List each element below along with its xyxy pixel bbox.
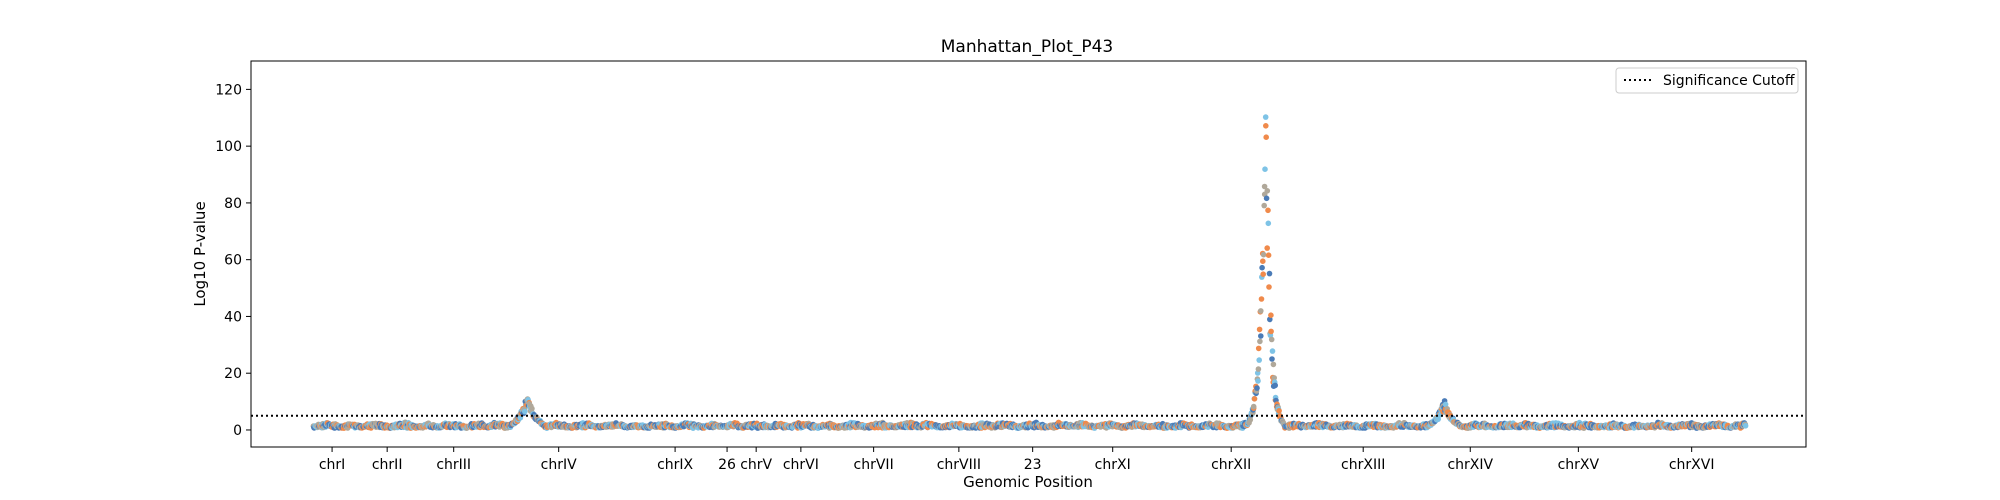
- data-point: [1269, 348, 1276, 354]
- legend-entry-significance-cutoff: Significance Cutoff: [1663, 73, 1795, 89]
- data-point: [1254, 385, 1260, 391]
- data-point: [1255, 345, 1262, 352]
- data-point: [1276, 408, 1282, 414]
- legend: Significance Cutoff: [1615, 67, 1799, 94]
- x-tick-label: 26: [718, 457, 736, 473]
- x-tick-label: chrXIV: [1447, 457, 1493, 473]
- y-tick-label: 60: [224, 253, 242, 269]
- data-point: [1251, 396, 1258, 402]
- x-tick-label: chrVI: [783, 457, 819, 473]
- data-point: [1269, 356, 1275, 362]
- x-axis-title: Genomic Position: [963, 473, 1093, 491]
- x-tick-label: chrIV: [541, 457, 577, 473]
- x-tick-label: chrIX: [657, 457, 693, 473]
- data-point: [1264, 245, 1270, 251]
- y-tick-label: 20: [224, 366, 242, 382]
- data-point: [1263, 123, 1269, 129]
- y-axis-ticks: 0 20 40 60 80 100 120: [215, 82, 251, 439]
- x-tick-label: chrII: [372, 457, 403, 473]
- data-point: [522, 408, 528, 415]
- data-point: [1268, 312, 1274, 319]
- chart-title: Manhattan_Plot_P43: [941, 37, 1114, 57]
- data-point: [1260, 251, 1267, 258]
- x-tick-label: chrVIII: [937, 457, 981, 473]
- data-point: [1256, 357, 1262, 363]
- data-point: [1259, 264, 1265, 271]
- data-point: [1265, 207, 1271, 214]
- data-point: [1264, 188, 1271, 194]
- x-tick-label: 23: [1024, 457, 1042, 473]
- x-tick-label: chrIII: [436, 457, 471, 473]
- x-tick-label: chrXV: [1558, 457, 1600, 473]
- x-tick-label: chrI: [319, 457, 345, 473]
- data-point: [1266, 270, 1273, 277]
- y-tick-label: 120: [215, 82, 242, 98]
- y-tick-label: 0: [233, 423, 242, 439]
- data-point: [1261, 202, 1267, 209]
- data-point: [1268, 336, 1275, 343]
- data-point: [1250, 403, 1257, 410]
- x-tick-label: chrXVI: [1669, 457, 1715, 473]
- data-point: [1268, 328, 1274, 335]
- x-tick-label: chrVII: [854, 457, 894, 473]
- data-point: [1257, 338, 1263, 345]
- y-tick-label: 40: [224, 309, 242, 325]
- data-point: [1266, 284, 1272, 290]
- data-point: [1265, 220, 1272, 227]
- data-point: [1263, 134, 1269, 140]
- data-point: [1270, 361, 1277, 368]
- data-point: [1258, 308, 1264, 314]
- data-point: [1256, 326, 1263, 333]
- y-axis-title: Log10 P-value: [191, 201, 209, 306]
- data-point: [1258, 333, 1264, 339]
- data-point: [1255, 366, 1262, 372]
- data-points: [310, 114, 1749, 432]
- data-point: [1272, 382, 1278, 389]
- x-axis-ticks: chrI chrII chrIII chrIV chrIX 26 chrV chrVI chrV…: [319, 447, 1715, 473]
- x-tick-label: chrV: [740, 457, 772, 473]
- y-tick-label: 100: [215, 139, 242, 155]
- data-point: [1742, 423, 1749, 429]
- plot-frame: [250, 60, 1807, 448]
- data-point: [1262, 114, 1269, 120]
- data-point: [1260, 258, 1266, 265]
- data-point: [1265, 252, 1272, 258]
- y-tick-label: 80: [224, 196, 242, 212]
- x-tick-label: chrXII: [1211, 457, 1251, 473]
- data-point: [1263, 195, 1270, 202]
- data-point: [529, 405, 535, 412]
- data-point: [1258, 296, 1265, 302]
- x-tick-label: chrXI: [1095, 457, 1131, 473]
- x-tick-label: chrXIII: [1341, 457, 1385, 473]
- data-point: [1255, 378, 1261, 384]
- data-point: [1260, 271, 1266, 278]
- data-point: [1262, 166, 1268, 172]
